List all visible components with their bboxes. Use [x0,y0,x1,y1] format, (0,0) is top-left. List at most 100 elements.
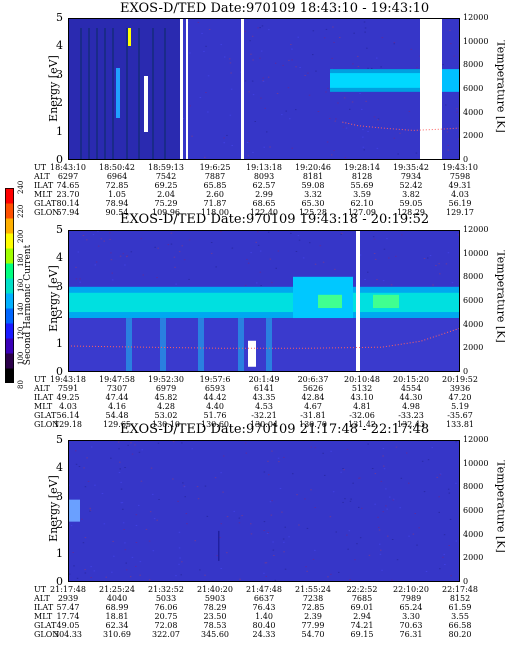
noise-speck [222,491,224,493]
ephemeris-value: 44.30 [399,393,423,402]
ephemeris-value: 2.94 [353,612,371,621]
ephemeris-row-label: GLAT [34,411,57,420]
yellow-spot [128,28,131,46]
ephemeris-value: 4.40 [206,402,224,411]
noise-speck [141,449,143,451]
noise-speck [361,507,363,509]
noise-speck [439,273,441,275]
ion-band [442,69,460,92]
noise-speck [247,262,250,264]
noise-speck [372,236,375,238]
noise-speck [199,97,202,98]
colorbar-tick-label: 100 [17,351,25,365]
colorbar-tick-label: 160 [17,278,25,292]
noise-speck [210,242,213,243]
noise-speck [376,57,378,59]
noise-speck [448,545,450,546]
noise-speck [455,482,457,484]
ephemeris-value: 6593 [204,384,226,393]
noise-speck [210,252,213,254]
ephemeris-value: 69.15 [350,630,374,639]
noise-speck [172,441,175,442]
noise-speck [349,108,351,110]
noise-speck [121,502,124,504]
ephemeris-value: 78.53 [203,621,227,630]
noise-speck [443,553,445,555]
noise-speck [445,104,447,106]
noise-speck [181,442,183,444]
ephemeris-value: 6297 [57,172,79,181]
ephemeris-value: 19:20:46 [295,163,331,172]
noise-speck [317,111,320,112]
ephemeris-value: 7685 [351,594,373,603]
noise-speck [135,514,138,516]
noise-speck [145,528,148,530]
y-left-tick-label: 2 [56,96,63,110]
noise-speck [445,263,448,265]
noise-speck [84,537,87,539]
noise-speck [329,118,331,119]
noise-speck [157,247,159,249]
noise-speck [84,486,87,488]
noise-speck [178,531,181,533]
noise-speck [263,530,265,531]
noise-speck [216,555,218,557]
noise-speck [392,499,394,501]
noise-speck [387,535,389,537]
noise-speck [273,555,275,556]
noise-speck [366,47,368,49]
noise-speck [260,97,262,99]
noise-speck [208,29,211,30]
vertical-streak [96,28,98,160]
noise-speck [305,566,307,568]
ephemeris-value: 42.84 [301,393,325,402]
noise-speck [285,110,287,112]
noise-speck [393,137,396,139]
vertical-streak [88,28,90,160]
colorbar-tick-label: 220 [17,205,25,219]
ephemeris-value: 54.70 [301,630,325,639]
noise-speck [75,450,77,452]
ephemeris-value: 131.42 [348,420,376,429]
y-right-tick-label: 12000 [463,435,489,444]
noise-speck [249,40,251,42]
noise-speck [97,245,100,247]
noise-speck [100,238,103,240]
ephemeris-value: 20:1:49 [248,375,280,384]
cyan-burst [116,68,120,118]
ephemeris-value: 304.33 [54,630,82,639]
noise-speck [182,482,184,484]
ephemeris-value: 128.29 [397,208,425,217]
ephemeris-value: 6141 [253,384,275,393]
ephemeris-value: 52.42 [399,181,423,190]
ephemeris-value: 129.65 [103,420,131,429]
ephemeris-value: 3.30 [402,612,420,621]
ephemeris-value: 19:28:14 [344,163,380,172]
noise-speck [139,574,141,576]
noise-speck [174,266,176,268]
noise-speck [130,251,133,253]
noise-speck [150,467,153,469]
noise-speck [248,91,250,93]
noise-speck [73,565,75,567]
noise-speck [126,255,129,257]
noise-speck [156,277,158,279]
noise-speck [395,255,397,257]
noise-speck [75,266,77,268]
noise-speck [312,54,314,56]
y-left-tick-label: 4 [56,461,63,475]
vertical-streak [198,318,204,372]
ephemeris-value: 8152 [449,594,471,603]
ephemeris-value: 5.19 [451,402,469,411]
noise-speck [262,77,265,79]
ephemeris-value: 4.67 [304,402,322,411]
noise-speck [444,564,446,565]
noise-speck [204,156,206,158]
noise-speck [335,118,337,120]
noise-speck [111,272,113,274]
colorbar-tick-label: 180 [17,253,25,268]
noise-speck [191,135,193,137]
noise-speck [105,576,107,578]
vertical-streak [126,28,128,160]
